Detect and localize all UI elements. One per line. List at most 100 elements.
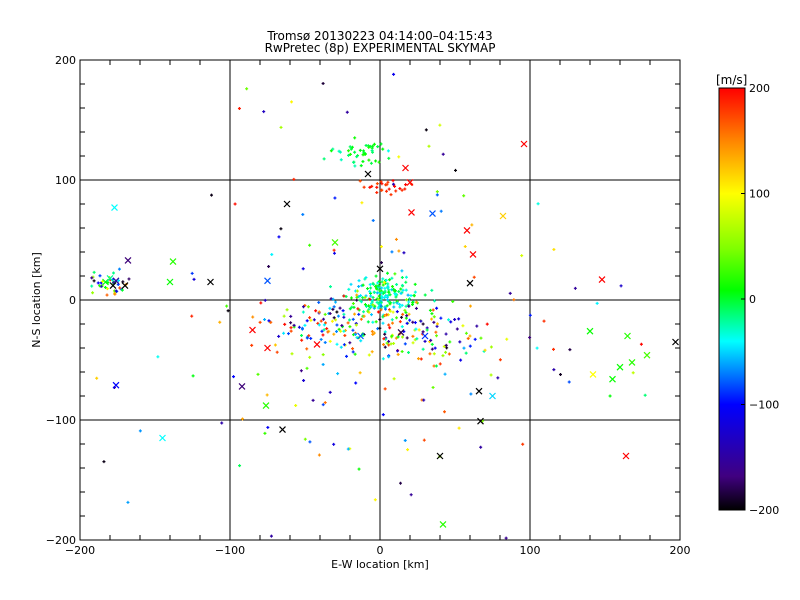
scatter-dot xyxy=(485,322,489,326)
scatter-dot xyxy=(328,339,332,343)
scatter-dot xyxy=(381,321,385,325)
scatter-dot xyxy=(358,179,362,183)
scatter-dot xyxy=(367,158,371,162)
scatter-dot xyxy=(400,188,404,192)
scatter-dot xyxy=(273,343,277,347)
scatter-dot xyxy=(362,149,366,153)
scatter-dot xyxy=(354,381,358,385)
scatter-dot xyxy=(277,334,281,338)
scatter-dot xyxy=(393,272,397,276)
scatter-dot xyxy=(302,378,306,382)
scatter-dot xyxy=(117,267,121,271)
scatter-dot xyxy=(403,187,407,191)
scatter-dot xyxy=(385,189,389,193)
grid-lines xyxy=(80,60,680,540)
scatter-dot xyxy=(379,261,383,265)
scatter-dot xyxy=(320,329,324,333)
scatter-dot xyxy=(353,352,357,356)
scatter-marker xyxy=(238,382,246,390)
scatter-dot xyxy=(384,278,388,282)
y-tick-label: −100 xyxy=(46,414,76,427)
scatter-dot xyxy=(394,336,398,340)
colorbar-tick-label: −100 xyxy=(749,399,779,412)
scatter-marker xyxy=(376,265,384,273)
scatter-dot xyxy=(387,290,391,294)
scatter-dot xyxy=(358,371,362,375)
scatter-dot xyxy=(225,304,229,308)
scatter-marker xyxy=(279,426,286,434)
y-axis-label: N-S location [km] xyxy=(30,252,43,348)
scatter-dot xyxy=(371,303,375,307)
scatter-dot xyxy=(323,312,327,316)
scatter-marker xyxy=(124,256,132,264)
scatter-dot xyxy=(377,294,381,298)
scatter-dot xyxy=(444,332,448,336)
scatter-dot xyxy=(343,334,347,337)
scatter-marker xyxy=(121,282,129,290)
scatter-dot xyxy=(535,346,539,350)
scatter-dot xyxy=(95,376,99,380)
scatter-dot xyxy=(453,318,457,322)
scatter-dot xyxy=(355,295,359,299)
scatter-dot xyxy=(267,264,271,268)
scatter-dot xyxy=(358,298,362,302)
scatter-dot xyxy=(241,417,245,421)
scatter-dot xyxy=(399,287,403,291)
scatter-dot xyxy=(435,334,439,338)
scatter-dot xyxy=(363,152,367,156)
scatter-marker xyxy=(207,278,214,286)
scatter-dot xyxy=(404,275,408,279)
scatter-dot xyxy=(346,447,350,451)
scatter-marker xyxy=(249,326,256,334)
scatter-dot xyxy=(528,313,532,317)
scatter-dot xyxy=(383,387,387,391)
scatter-dot xyxy=(397,289,401,293)
scatter-dot xyxy=(496,376,500,380)
scatter-dot xyxy=(376,281,380,285)
scatter-dot xyxy=(300,338,304,342)
scatter-dot xyxy=(363,303,367,307)
scatter-dot xyxy=(305,319,309,323)
scatter-dot xyxy=(332,251,336,255)
scatter-marker xyxy=(616,363,624,371)
scatter-dot xyxy=(362,314,366,318)
scatter-dot xyxy=(411,341,415,345)
scatter-dot xyxy=(367,304,371,308)
scatter-dot xyxy=(92,279,96,283)
scatter-dot xyxy=(290,100,294,104)
scatter-dot xyxy=(422,438,426,442)
scatter-dot xyxy=(319,337,323,341)
scatter-dot xyxy=(405,314,409,318)
scatter-dot xyxy=(357,312,361,316)
scatter-dot xyxy=(397,249,401,253)
scatter-dot xyxy=(405,336,409,340)
scatter-dot xyxy=(431,385,435,389)
scatter-dot xyxy=(374,320,378,324)
scatter-dot xyxy=(368,290,372,294)
scatter-dot xyxy=(319,319,323,323)
scatter-dot xyxy=(359,339,363,343)
scatter-dot xyxy=(381,357,385,361)
scatter-marker xyxy=(520,140,528,148)
scatter-marker xyxy=(169,258,177,266)
scatter-dot xyxy=(449,320,453,324)
scatter-dot xyxy=(371,320,375,324)
scatter-dot xyxy=(367,307,371,311)
scatter-dot xyxy=(422,398,426,402)
scatter-dot xyxy=(379,142,383,146)
scatter-dot xyxy=(350,305,354,309)
scatter-dot xyxy=(429,338,433,342)
scatter-dot xyxy=(359,164,363,168)
scatter-dot xyxy=(357,284,361,288)
scatter-dot xyxy=(308,243,312,247)
scatter-dot xyxy=(351,317,355,321)
scatter-marker xyxy=(475,387,483,395)
scatter-dot xyxy=(331,307,335,311)
scatter-dot xyxy=(542,319,546,323)
scatter-dot xyxy=(432,320,436,324)
scatter-dot xyxy=(430,347,434,351)
scatter-dot xyxy=(292,323,296,327)
scatter-dot xyxy=(370,350,374,354)
scatter-dot xyxy=(608,394,612,398)
